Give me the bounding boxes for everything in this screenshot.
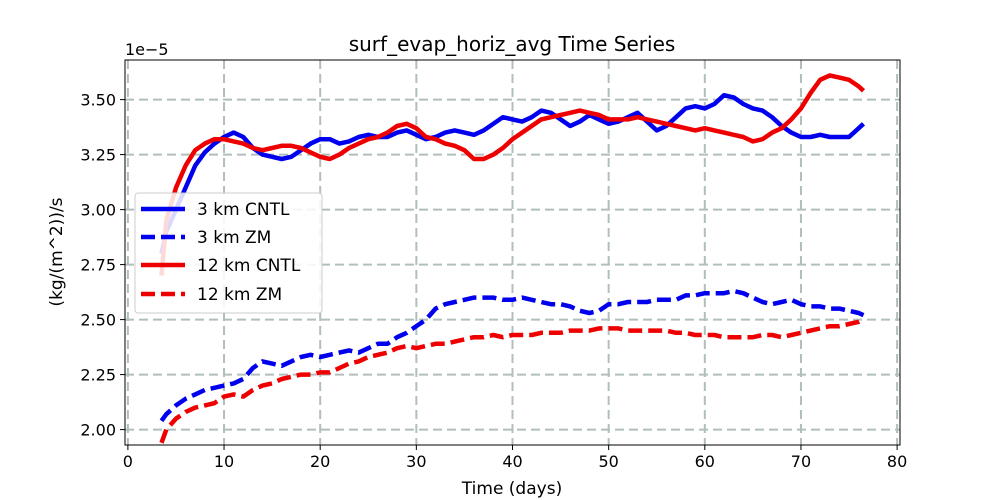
y-axis-label: (kg/(m^2))/s — [47, 197, 67, 306]
y-tick-label: 3.25 — [80, 146, 116, 165]
y-tick-label: 3.00 — [80, 201, 116, 220]
chart-title: surf_evap_horiz_avg Time Series — [349, 32, 676, 56]
y-axis-ticks: 2.00 2.25 2.50 2.75 3.00 3.25 3.50 — [80, 91, 125, 440]
y-tick-label: 2.75 — [80, 256, 116, 275]
legend-label-12km-cntl: 12 km CNTL — [197, 256, 301, 276]
series-line-12-km-cntl — [159, 73, 866, 276]
x-tick-label: 70 — [791, 452, 811, 471]
y-tick-label: 2.25 — [80, 366, 116, 385]
legend-label-3km-zm: 3 km ZM — [197, 228, 271, 248]
y-tick-label: 2.50 — [80, 311, 116, 330]
x-tick-label: 0 — [123, 452, 133, 471]
x-tick-label: 80 — [887, 452, 907, 471]
x-axis-ticks: 0 10 20 30 40 50 60 70 80 — [123, 445, 907, 471]
x-tick-label: 40 — [502, 452, 522, 471]
y-tick-label: 2.00 — [80, 421, 116, 440]
legend-label-12km-zm: 12 km ZM — [197, 285, 282, 305]
series-line-3-km-cntl — [159, 92, 866, 255]
grid — [125, 60, 900, 445]
x-tick-label: 50 — [598, 452, 618, 471]
legend: 3 km CNTL 3 km ZM 12 km CNTL 12 km ZM — [134, 192, 323, 314]
series-lines — [159, 73, 866, 444]
legend-box — [134, 192, 323, 314]
series-line-3-km-zm — [159, 288, 865, 423]
y-offset-label: 1e−5 — [125, 40, 169, 59]
x-tick-label: 60 — [695, 452, 715, 471]
y-tick-label: 3.50 — [80, 91, 116, 110]
x-tick-label: 30 — [406, 452, 426, 471]
x-axis-label: Time (days) — [461, 479, 562, 499]
series-line-12-km-zm — [159, 317, 865, 444]
legend-label-3km-cntl: 3 km CNTL — [197, 200, 290, 220]
x-tick-label: 20 — [310, 452, 330, 471]
x-tick-label: 10 — [214, 452, 234, 471]
